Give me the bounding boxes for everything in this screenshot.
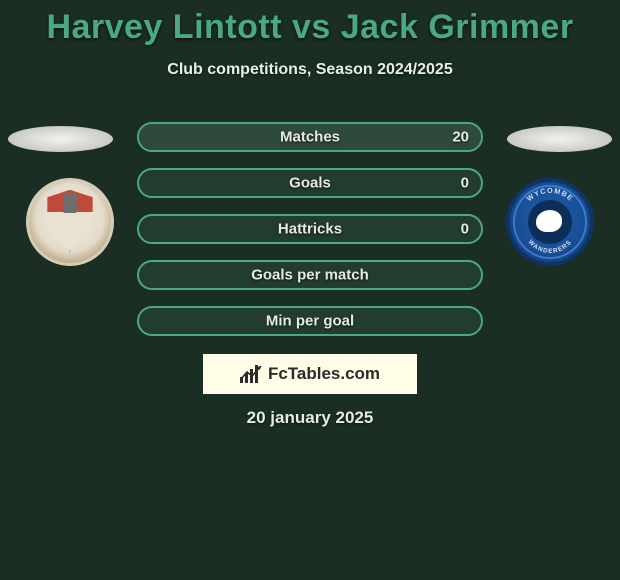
stat-row: Matches20 xyxy=(137,122,483,152)
bar-chart-icon xyxy=(240,365,262,383)
stat-label: Goals xyxy=(139,175,481,192)
club-badge-right: WYCOMBE WANDERERS xyxy=(506,178,594,266)
svg-text:WANDERERS: WANDERERS xyxy=(527,239,574,255)
page-title: Harvey Lintott vs Jack Grimmer xyxy=(0,0,620,47)
stat-label: Hattricks xyxy=(139,221,481,238)
stat-row: Goals per match xyxy=(137,260,483,290)
tower-icon xyxy=(63,193,77,213)
bar-icon-bar xyxy=(255,365,258,383)
stat-row: Min per goal xyxy=(137,306,483,336)
stat-label: Goals per match xyxy=(139,267,481,284)
badge-text-icon: WYCOMBE WANDERERS xyxy=(510,182,590,262)
stats-container: Matches20Goals0Hattricks0Goals per match… xyxy=(137,122,483,352)
bar-icon-bar xyxy=(240,377,243,383)
stat-value-right: 0 xyxy=(461,221,469,238)
stat-row: Goals0 xyxy=(137,168,483,198)
stat-label: Min per goal xyxy=(139,313,481,330)
club-badge-left xyxy=(26,178,114,266)
player-left-placeholder xyxy=(8,126,113,152)
date-label: 20 january 2025 xyxy=(0,408,620,428)
svg-text:WYCOMBE: WYCOMBE xyxy=(525,186,576,203)
bar-icon-bar xyxy=(250,369,253,383)
brand-box[interactable]: FcTables.com xyxy=(203,354,417,394)
stat-value-right: 20 xyxy=(452,129,469,146)
bar-icon-bar xyxy=(245,373,248,383)
subtitle: Club competitions, Season 2024/2025 xyxy=(0,61,620,79)
player-right-placeholder xyxy=(507,126,612,152)
stat-label: Matches xyxy=(139,129,481,146)
brand-text: FcTables.com xyxy=(268,364,380,384)
stat-value-right: 0 xyxy=(461,175,469,192)
stat-row: Hattricks0 xyxy=(137,214,483,244)
